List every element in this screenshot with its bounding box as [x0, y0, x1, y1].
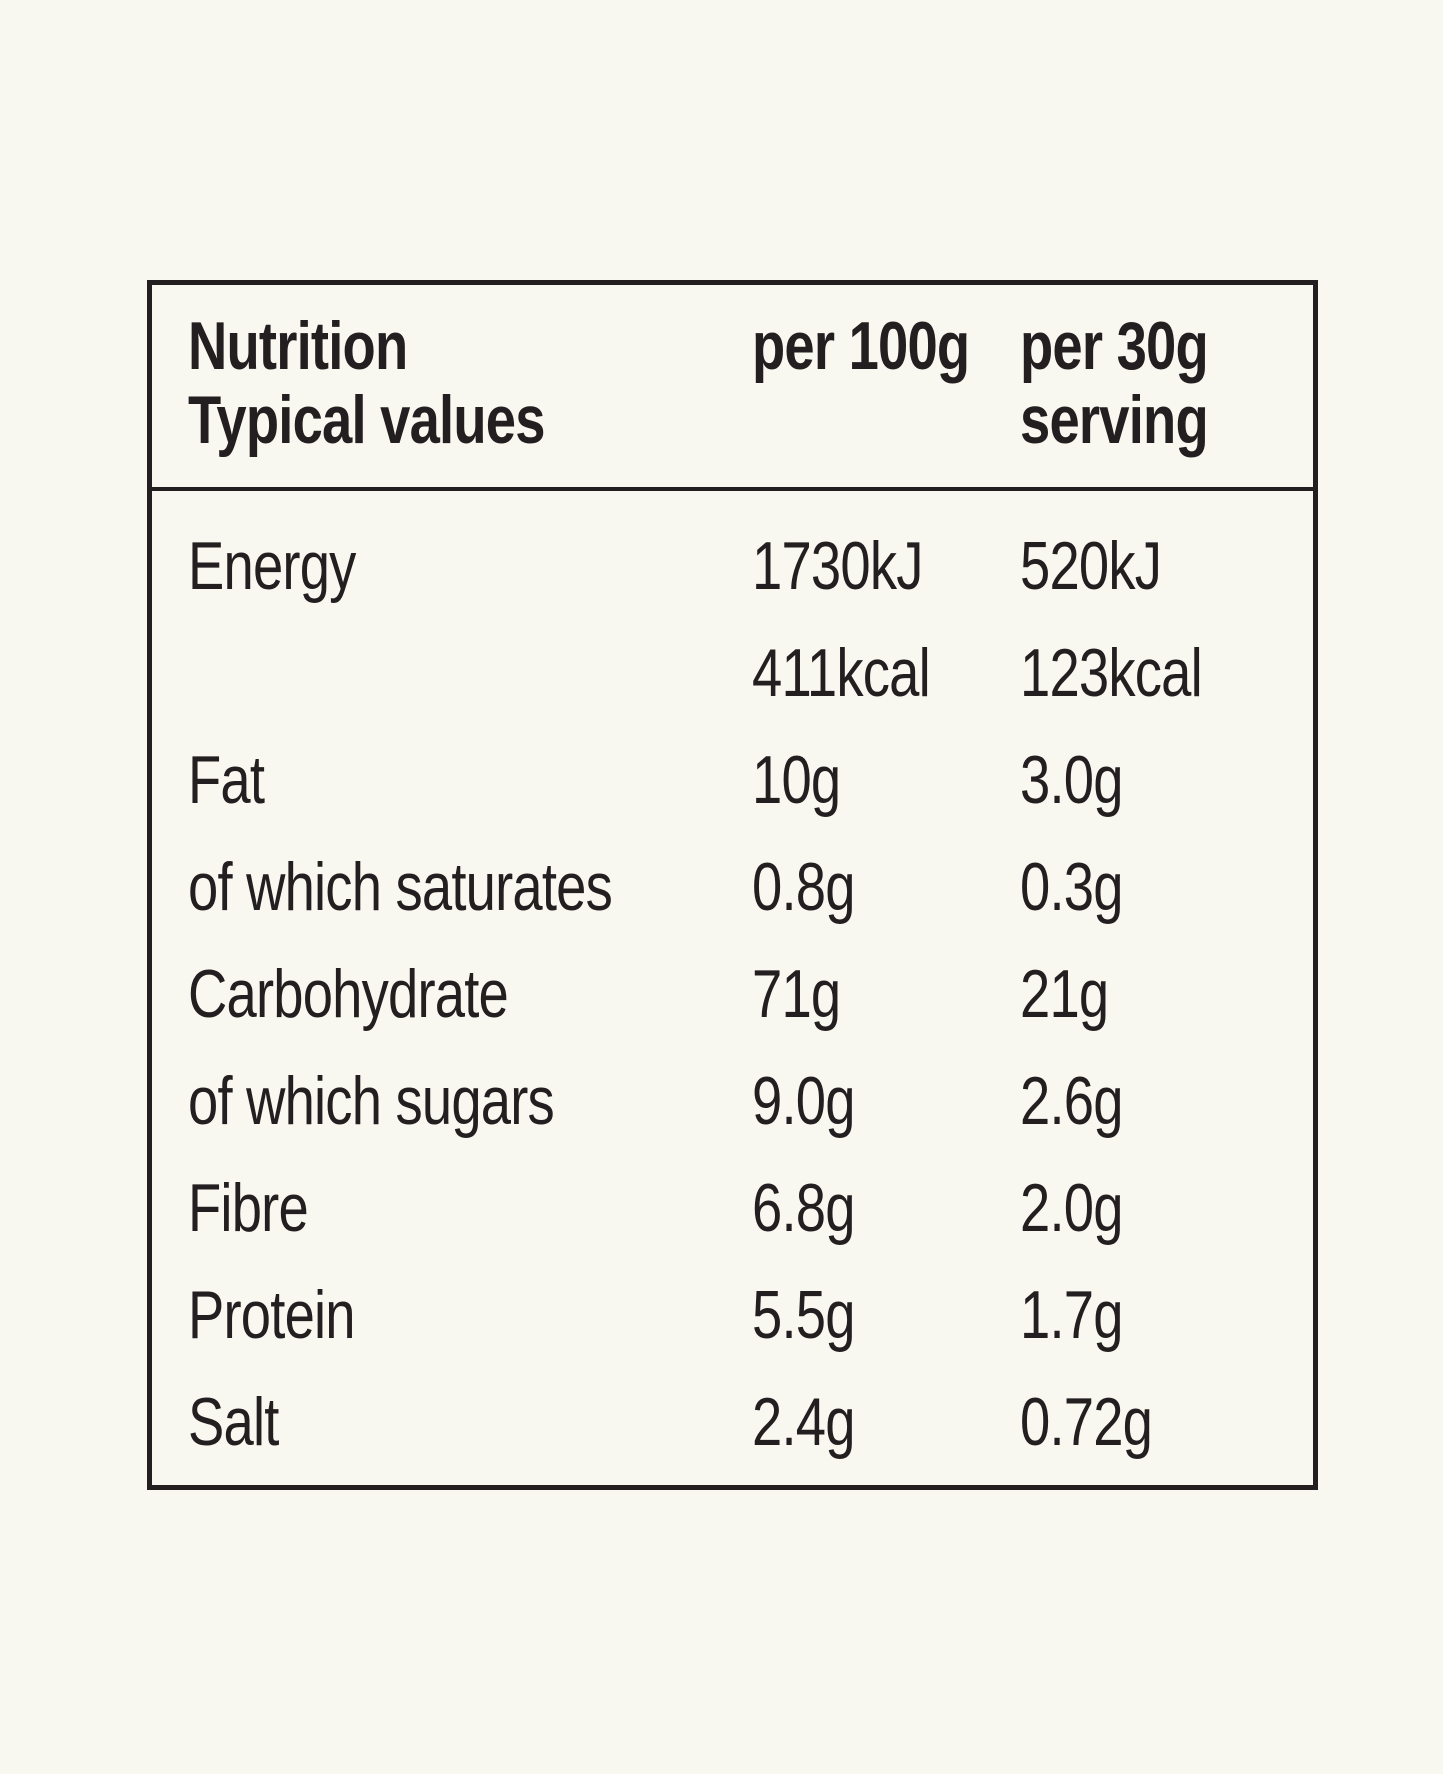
header-title-line2: Typical values — [188, 382, 545, 458]
row-label: Carbohydrate — [188, 955, 509, 1032]
row-per100-value: 9.0g — [752, 1062, 855, 1139]
header-serving-label: serving — [1020, 382, 1209, 458]
header-per-100g-label: per 100g — [752, 308, 970, 384]
row-per30-value: 1.7g — [1020, 1276, 1123, 1353]
row-per30-value: 21g — [1020, 955, 1109, 1032]
row-per100-value: 411kcal — [752, 634, 931, 711]
table-row-salt: Salt 2.4g 0.72g — [188, 1368, 1313, 1475]
row-label: Protein — [188, 1276, 356, 1353]
row-per100-value: 0.8g — [752, 848, 855, 925]
row-label: Fibre — [188, 1169, 309, 1246]
row-per100-value: 6.8g — [752, 1169, 855, 1246]
row-label — [188, 634, 752, 712]
row-per30-value: 123kcal — [1020, 634, 1203, 711]
row-per30-value: 2.0g — [1020, 1169, 1123, 1246]
nutrition-table-body: Energy 1730kJ 520kJ 411kcal 123kcal Fat … — [152, 491, 1313, 1475]
table-row-fat: Fat 10g 3.0g — [188, 726, 1313, 833]
row-per30-value: 2.6g — [1020, 1062, 1123, 1139]
row-per100-value: 1730kJ — [752, 527, 923, 604]
row-per100-value: 71g — [752, 955, 841, 1032]
table-row-fibre: Fibre 6.8g 2.0g — [188, 1154, 1313, 1261]
header-per-30g-label: per 30g — [1020, 308, 1209, 384]
table-row-energy-kcal: 411kcal 123kcal — [188, 619, 1313, 726]
table-row-energy-kj: Energy 1730kJ 520kJ — [188, 512, 1313, 619]
row-per30-value: 0.3g — [1020, 848, 1123, 925]
row-label: Fat — [188, 741, 265, 818]
nutrition-label: Nutrition Typical values per 100g per 30… — [147, 280, 1318, 1490]
row-label: Energy — [188, 527, 356, 604]
row-label: of which saturates — [188, 848, 613, 925]
row-per30-value: 520kJ — [1020, 527, 1162, 604]
row-label: Salt — [188, 1383, 279, 1460]
header-nutrition-typical-values: Nutrition Typical values — [188, 309, 752, 487]
row-per30-value: 0.72g — [1020, 1383, 1153, 1460]
row-per100-value: 5.5g — [752, 1276, 855, 1353]
table-row-saturates: of which saturates 0.8g 0.3g — [188, 833, 1313, 940]
row-label: of which sugars — [188, 1062, 555, 1139]
table-row-carbohydrate: Carbohydrate 71g 21g — [188, 940, 1313, 1047]
header-title-line1: Nutrition — [188, 308, 408, 384]
table-row-protein: Protein 5.5g 1.7g — [188, 1261, 1313, 1368]
row-per100-value: 10g — [752, 741, 841, 818]
row-per30-value: 3.0g — [1020, 741, 1123, 818]
table-row-sugars: of which sugars 9.0g 2.6g — [188, 1047, 1313, 1154]
row-per100-value: 2.4g — [752, 1383, 855, 1460]
header-per-30g-serving: per 30g serving — [1020, 309, 1313, 487]
nutrition-table-header: Nutrition Typical values per 100g per 30… — [152, 285, 1313, 491]
header-per-100g: per 100g — [752, 309, 1020, 487]
